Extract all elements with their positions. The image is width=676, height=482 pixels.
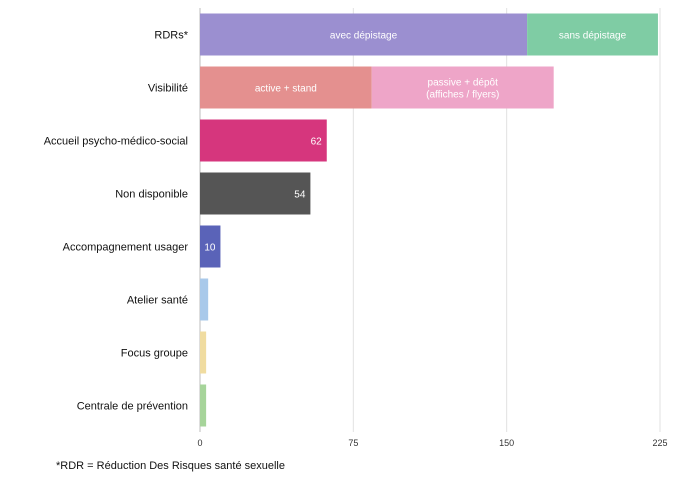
bar-value-label: avec dépistage bbox=[330, 31, 398, 42]
bars: avec dépistage sans dépistage active + sta… bbox=[200, 13, 658, 427]
bar-segment bbox=[527, 13, 658, 56]
footnote: *RDR = Réduction Des Risques santé sexue… bbox=[56, 460, 285, 472]
x-axis-ticks: 0 75 150 225 bbox=[197, 438, 667, 448]
bar-segment bbox=[200, 225, 221, 268]
bar-value-label: passive + dépôt (affiches / flyers) bbox=[426, 78, 499, 101]
bar-segment bbox=[200, 66, 372, 109]
bar-value-label: 10 bbox=[204, 243, 216, 254]
bar-segment bbox=[200, 119, 327, 162]
category-labels: RDRs* Visibilité Accueil psycho-médico-soc… bbox=[44, 30, 189, 413]
bar-segment bbox=[371, 66, 554, 109]
bar-segment bbox=[200, 384, 207, 427]
category-label: Focus groupe bbox=[121, 348, 188, 360]
category-label: Accompagnement usager bbox=[63, 242, 189, 254]
bar-segment bbox=[200, 278, 209, 321]
bar-chart: avec dépistage sans dépistage active + sta… bbox=[44, 8, 668, 448]
bar-value-label: active + stand bbox=[255, 84, 317, 95]
x-tick-label: 0 bbox=[197, 438, 202, 448]
x-tick-label: 225 bbox=[652, 438, 667, 448]
x-tick-label: 150 bbox=[499, 438, 514, 448]
bar-segment bbox=[200, 13, 528, 56]
bar-segment bbox=[200, 331, 207, 374]
bar-value-label: 62 bbox=[311, 137, 323, 148]
category-label: Centrale de prévention bbox=[77, 401, 188, 413]
category-label: RDRs* bbox=[154, 30, 188, 42]
bar-value-label: 54 bbox=[294, 190, 306, 201]
category-label: Non disponible bbox=[115, 189, 188, 201]
category-label: Visibilité bbox=[148, 83, 188, 95]
bar-value-label: sans dépistage bbox=[559, 31, 627, 42]
x-tick-label: 75 bbox=[348, 438, 358, 448]
bar-segment bbox=[200, 172, 311, 215]
category-label: Accueil psycho-médico-social bbox=[44, 136, 188, 148]
category-label: Atelier santé bbox=[127, 295, 188, 307]
